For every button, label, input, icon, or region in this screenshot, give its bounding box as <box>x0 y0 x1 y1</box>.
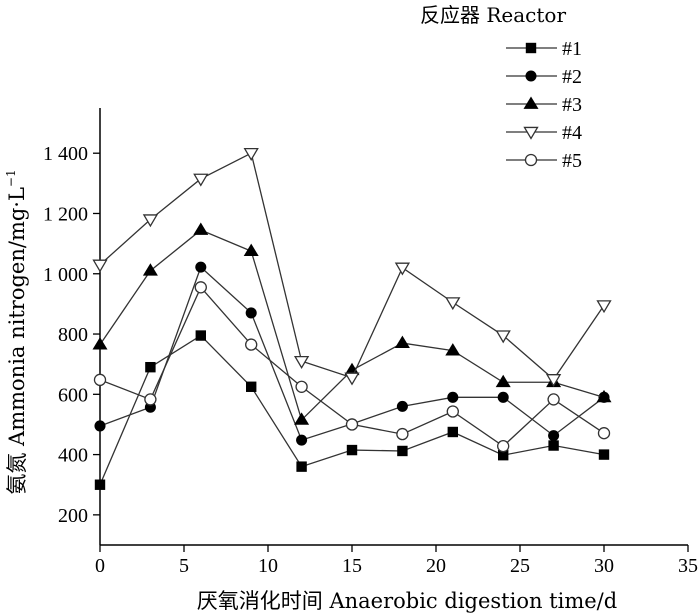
legend-item: #1 <box>506 38 582 60</box>
legend-item: #3 <box>506 94 582 116</box>
legend-marker <box>524 153 538 167</box>
data-point <box>195 261 207 273</box>
y-tick-label: 1 400 <box>43 143 88 165</box>
data-point <box>547 393 560 406</box>
y-axis-title-text: 氨氮 Ammonia nitrogen/mg·L <box>5 187 29 495</box>
y-tick-label: 1 200 <box>43 203 88 225</box>
data-point <box>92 259 108 273</box>
y-tick-label: 800 <box>58 324 88 346</box>
data-point <box>92 337 108 350</box>
x-tick-label: 20 <box>426 555 446 577</box>
series-4 <box>92 148 612 388</box>
data-point <box>548 430 560 442</box>
data-point <box>447 426 458 438</box>
data-point <box>93 373 107 387</box>
data-point <box>243 148 259 161</box>
y-axis-title: 氨氮 Ammonia nitrogen/mg·L−1 <box>4 169 29 494</box>
y-tick-label: 1 000 <box>43 264 88 286</box>
x-tick-label: 0 <box>95 555 105 577</box>
data-point <box>194 281 207 294</box>
legend-marker <box>523 126 539 140</box>
data-point <box>246 381 257 392</box>
data-point <box>498 449 509 461</box>
legend-label: #5 <box>562 150 582 172</box>
data-point <box>396 427 409 441</box>
legend-marker <box>523 96 539 109</box>
data-point <box>445 343 461 356</box>
data-point <box>446 405 459 418</box>
data-point <box>397 445 408 457</box>
data-point <box>245 338 258 351</box>
series-line <box>99 229 605 422</box>
data-point <box>495 374 511 388</box>
x-axis-title: 厌氧消化时间 Anaerobic digestion time/d <box>197 589 617 613</box>
x-tick-label: 35 <box>678 555 698 577</box>
data-point <box>497 439 510 453</box>
series-line <box>99 265 605 441</box>
legend-label: #3 <box>562 94 582 116</box>
legend-label: #1 <box>562 38 582 60</box>
legend-label: #2 <box>562 66 582 88</box>
data-point <box>296 461 307 472</box>
data-point <box>293 355 310 369</box>
data-point <box>596 389 612 403</box>
y-axis-title-group: 氨氮 Ammonia nitrogen/mg·L−1 <box>4 169 29 494</box>
series-line <box>99 152 605 381</box>
x-tick-label: 30 <box>594 555 614 577</box>
data-point <box>193 173 209 187</box>
data-point <box>346 444 358 456</box>
y-axis-title-unit-exponent: −1 <box>4 169 18 187</box>
legend-item: #5 <box>506 150 582 172</box>
legend-label: #4 <box>562 122 582 144</box>
legend-item: #4 <box>506 122 582 144</box>
data-point <box>394 262 411 276</box>
data-point <box>142 263 158 276</box>
data-point <box>243 243 259 257</box>
data-point <box>195 330 206 341</box>
data-point <box>596 300 612 314</box>
x-tick-label: 15 <box>342 555 362 577</box>
plot-area <box>99 108 688 546</box>
data-point <box>344 372 360 386</box>
legend-item: #2 <box>506 66 582 88</box>
data-point <box>142 214 159 228</box>
data-point <box>497 391 509 403</box>
data-point <box>394 335 410 348</box>
series-layer <box>92 148 612 490</box>
data-point <box>193 222 209 235</box>
x-tick-label: 5 <box>179 555 189 577</box>
data-point <box>597 427 611 440</box>
data-point <box>445 297 461 311</box>
legend: #1 #2 #3 #4 #5 <box>506 38 582 172</box>
data-point <box>345 418 359 431</box>
data-point <box>145 361 156 373</box>
data-point <box>447 391 459 403</box>
data-point <box>296 434 308 446</box>
y-tick-label: 200 <box>58 505 88 527</box>
data-point <box>396 400 408 412</box>
series-5 <box>93 281 611 453</box>
series-3 <box>92 222 612 425</box>
axis-ticks: 0 5 10 15 20 25 30 35 200 400 600 800 1 000 1 200 1 40… <box>43 143 698 577</box>
x-tick-label: 10 <box>258 555 278 577</box>
y-tick-label: 400 <box>58 445 88 467</box>
data-point <box>245 307 257 319</box>
legend-marker <box>525 70 537 82</box>
series-1 <box>94 330 610 490</box>
data-point <box>144 393 157 406</box>
data-point <box>545 374 562 388</box>
y-tick-label: 600 <box>58 384 88 406</box>
data-point <box>344 362 360 376</box>
x-tick-label: 25 <box>510 555 530 577</box>
data-point <box>598 449 610 460</box>
data-point <box>295 380 308 393</box>
data-point <box>495 330 511 344</box>
legend-title: 反应器 Reactor <box>420 3 566 27</box>
data-point <box>548 440 559 451</box>
data-point <box>94 479 106 490</box>
data-point <box>94 420 106 432</box>
data-point <box>294 412 310 425</box>
legend-marker <box>525 42 537 54</box>
